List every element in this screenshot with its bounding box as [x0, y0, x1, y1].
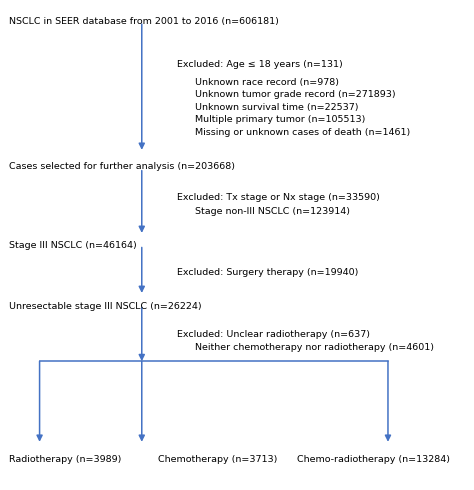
Text: Excluded: Tx stage or Nx stage (n=33590): Excluded: Tx stage or Nx stage (n=33590)	[177, 193, 380, 202]
Text: Unresectable stage III NSCLC (n=26224): Unresectable stage III NSCLC (n=26224)	[9, 302, 202, 311]
Text: NSCLC in SEER database from 2001 to 2016 (n=606181): NSCLC in SEER database from 2001 to 2016…	[9, 17, 279, 26]
Text: Unknown survival time (n=22537): Unknown survival time (n=22537)	[195, 103, 359, 112]
Text: Unknown tumor grade record (n=271893): Unknown tumor grade record (n=271893)	[195, 90, 396, 99]
Text: Radiotherapy (n=3989): Radiotherapy (n=3989)	[9, 455, 122, 465]
Text: Neither chemotherapy nor radiotherapy (n=4601): Neither chemotherapy nor radiotherapy (n…	[195, 343, 434, 352]
Text: Missing or unknown cases of death (n=1461): Missing or unknown cases of death (n=146…	[195, 128, 410, 137]
Text: Excluded: Surgery therapy (n=19940): Excluded: Surgery therapy (n=19940)	[177, 268, 358, 276]
Text: Stage non-III NSCLC (n=123914): Stage non-III NSCLC (n=123914)	[195, 207, 350, 216]
Text: Chemotherapy (n=3713): Chemotherapy (n=3713)	[158, 455, 277, 465]
Text: Excluded: Unclear radiotherapy (n=637): Excluded: Unclear radiotherapy (n=637)	[177, 330, 370, 339]
Text: Unknown race record (n=978): Unknown race record (n=978)	[195, 78, 339, 87]
Text: Chemo-radiotherapy (n=13284): Chemo-radiotherapy (n=13284)	[297, 455, 450, 465]
Text: Stage III NSCLC (n=46164): Stage III NSCLC (n=46164)	[9, 241, 137, 250]
Text: Excluded: Age ≤ 18 years (n=131): Excluded: Age ≤ 18 years (n=131)	[177, 60, 342, 69]
Text: Multiple primary tumor (n=105513): Multiple primary tumor (n=105513)	[195, 115, 365, 124]
Text: Cases selected for further analysis (n=203668): Cases selected for further analysis (n=2…	[9, 162, 236, 171]
